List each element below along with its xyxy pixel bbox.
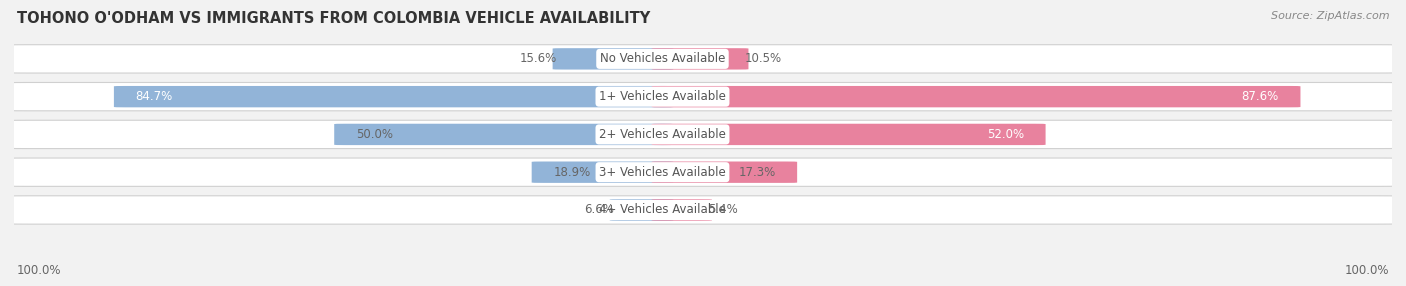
FancyBboxPatch shape xyxy=(0,196,1406,224)
Text: 87.6%: 87.6% xyxy=(1241,90,1279,103)
Text: No Vehicles Available: No Vehicles Available xyxy=(600,52,725,65)
Text: 1+ Vehicles Available: 1+ Vehicles Available xyxy=(599,90,725,103)
Text: 10.5%: 10.5% xyxy=(744,52,782,65)
FancyBboxPatch shape xyxy=(651,199,711,221)
Text: TOHONO O'ODHAM VS IMMIGRANTS FROM COLOMBIA VEHICLE AVAILABILITY: TOHONO O'ODHAM VS IMMIGRANTS FROM COLOMB… xyxy=(17,11,650,26)
Text: 6.6%: 6.6% xyxy=(583,203,614,217)
Text: 15.6%: 15.6% xyxy=(519,52,557,65)
Text: 2+ Vehicles Available: 2+ Vehicles Available xyxy=(599,128,725,141)
FancyBboxPatch shape xyxy=(553,48,673,69)
FancyBboxPatch shape xyxy=(531,162,673,183)
Text: 3+ Vehicles Available: 3+ Vehicles Available xyxy=(599,166,725,179)
FancyBboxPatch shape xyxy=(651,124,1046,145)
FancyBboxPatch shape xyxy=(0,120,1406,149)
Text: 100.0%: 100.0% xyxy=(1344,265,1389,277)
Text: 50.0%: 50.0% xyxy=(356,128,392,141)
Text: 17.3%: 17.3% xyxy=(738,166,776,179)
Text: 4+ Vehicles Available: 4+ Vehicles Available xyxy=(599,203,725,217)
FancyBboxPatch shape xyxy=(610,199,673,221)
Text: 84.7%: 84.7% xyxy=(135,90,173,103)
Text: 5.4%: 5.4% xyxy=(707,203,738,217)
FancyBboxPatch shape xyxy=(0,158,1406,186)
FancyBboxPatch shape xyxy=(651,162,797,183)
FancyBboxPatch shape xyxy=(335,124,673,145)
Text: 18.9%: 18.9% xyxy=(554,166,591,179)
Text: 100.0%: 100.0% xyxy=(17,265,62,277)
Text: 52.0%: 52.0% xyxy=(987,128,1024,141)
FancyBboxPatch shape xyxy=(651,86,1301,107)
FancyBboxPatch shape xyxy=(114,86,673,107)
Text: Source: ZipAtlas.com: Source: ZipAtlas.com xyxy=(1271,11,1389,21)
FancyBboxPatch shape xyxy=(0,45,1406,73)
FancyBboxPatch shape xyxy=(0,82,1406,111)
FancyBboxPatch shape xyxy=(651,48,748,69)
